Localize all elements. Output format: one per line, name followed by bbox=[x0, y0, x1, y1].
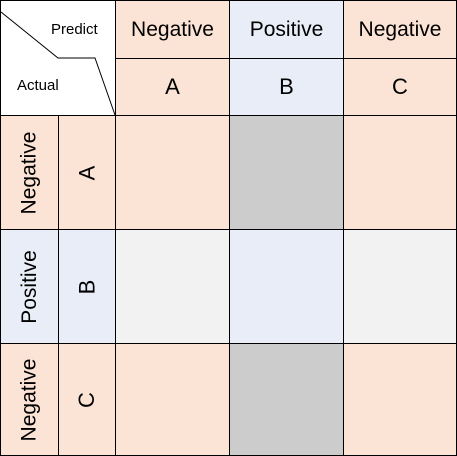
corner-diagonal-line bbox=[0, 11, 116, 116]
column-label-3: C bbox=[343, 58, 457, 116]
row-label-1-text: A bbox=[74, 165, 99, 180]
row-label-2-text: B bbox=[74, 279, 99, 294]
matrix-cell-2-1 bbox=[115, 229, 230, 344]
row-label-3-text: C bbox=[73, 391, 99, 408]
matrix-cell-1-3 bbox=[343, 115, 457, 230]
matrix-cell-1-1 bbox=[115, 115, 230, 230]
row-label-1: A bbox=[58, 115, 116, 230]
matrix-cell-2-3 bbox=[343, 229, 457, 344]
column-header-3: Negative bbox=[343, 0, 457, 59]
column-label-2: B bbox=[229, 58, 344, 116]
column-header-1: Negative bbox=[115, 0, 230, 59]
row-label-3: C bbox=[58, 343, 116, 456]
actual-label: Actual bbox=[17, 77, 59, 94]
row-header-1-text: Negative bbox=[17, 131, 41, 214]
predict-label: Predict bbox=[51, 21, 98, 38]
matrix-cell-3-3 bbox=[343, 343, 457, 456]
column-header-2: Positive bbox=[229, 0, 344, 59]
row-header-2: Positive bbox=[0, 229, 59, 344]
row-header-3-text: Negative bbox=[17, 358, 41, 441]
matrix-cell-2-2 bbox=[229, 229, 344, 344]
row-header-3: Negative bbox=[0, 343, 59, 456]
row-header-2-text: Positive bbox=[17, 249, 41, 324]
matrix-cell-3-1 bbox=[115, 343, 230, 456]
column-label-1: A bbox=[115, 58, 230, 116]
row-header-1: Negative bbox=[0, 115, 59, 230]
matrix-cell-3-2 bbox=[229, 343, 344, 456]
row-label-2: B bbox=[58, 229, 116, 344]
matrix-cell-1-2 bbox=[229, 115, 344, 230]
